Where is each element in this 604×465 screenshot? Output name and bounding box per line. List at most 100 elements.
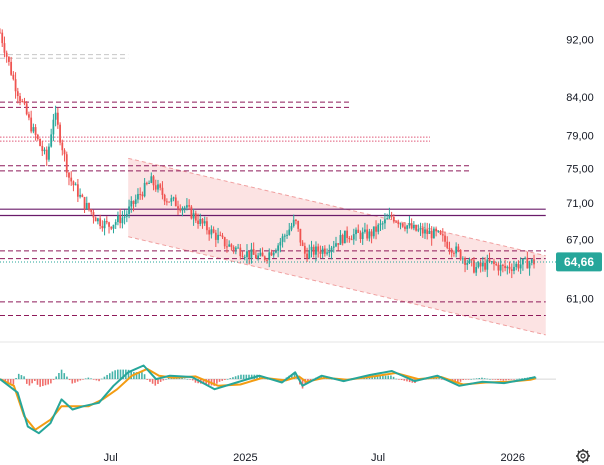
candle-body xyxy=(130,200,133,207)
candle-body xyxy=(241,256,244,258)
candle-body xyxy=(76,184,79,197)
candle-body xyxy=(277,245,280,251)
histogram-bar xyxy=(234,376,237,380)
candle-body xyxy=(470,259,473,261)
candle-body xyxy=(239,247,242,257)
histogram-bar xyxy=(213,379,215,386)
candle-body xyxy=(161,187,164,196)
candle-body xyxy=(201,218,204,224)
histogram-bar xyxy=(36,379,39,385)
histogram-bar xyxy=(138,372,141,380)
histogram-bar xyxy=(502,379,505,381)
histogram-bar xyxy=(82,379,84,380)
price-tick-label: 84,00 xyxy=(566,92,594,104)
histogram-bar xyxy=(240,374,242,380)
candle-body xyxy=(132,200,135,204)
histogram-bar xyxy=(250,374,253,380)
histogram-bar xyxy=(392,376,395,380)
candle-body xyxy=(250,249,253,258)
candle-body xyxy=(103,220,106,229)
candle-body xyxy=(421,228,424,234)
candle-body xyxy=(270,252,273,256)
candle-body xyxy=(501,264,504,266)
candle-body xyxy=(217,234,219,240)
histogram-bar xyxy=(47,379,49,385)
candle-body xyxy=(328,252,331,254)
candle-body xyxy=(370,231,373,237)
candle-body xyxy=(490,261,493,263)
candle-body xyxy=(368,231,371,239)
histogram-bar xyxy=(162,379,165,381)
histogram-bar xyxy=(159,379,162,382)
histogram-bar xyxy=(534,377,537,380)
histogram-bar xyxy=(497,379,499,381)
candle-body xyxy=(39,138,41,146)
histogram-bar xyxy=(122,369,124,380)
histogram-bar xyxy=(390,375,392,380)
histogram-bar xyxy=(398,379,400,380)
candle-body xyxy=(375,226,377,232)
histogram-bar xyxy=(194,379,197,383)
price-tick-label: 79,00 xyxy=(566,131,594,143)
histogram-bar xyxy=(25,379,28,384)
candle-body xyxy=(94,217,97,222)
histogram-bar xyxy=(293,372,296,380)
candle-body xyxy=(192,213,195,219)
histogram-bar xyxy=(15,377,17,380)
candle-body xyxy=(208,230,211,235)
time-axis[interactable]: Jul 2025 Jul 2026 xyxy=(104,452,525,464)
gear-icon[interactable] xyxy=(576,449,590,463)
histogram-bar xyxy=(507,379,510,380)
histogram-bar xyxy=(406,379,408,382)
histogram-bar xyxy=(248,374,250,380)
candle-body xyxy=(404,226,406,229)
last-price-badge: 64,66 xyxy=(556,252,602,272)
candle-body xyxy=(499,264,502,271)
candle-body xyxy=(466,262,469,265)
candle-body xyxy=(90,209,93,213)
histogram-bar xyxy=(258,375,261,380)
candle-body xyxy=(308,250,311,259)
candle-body xyxy=(108,222,110,227)
channel-upper-line[interactable] xyxy=(128,157,546,257)
candle-body xyxy=(199,218,202,225)
candle-body xyxy=(261,252,264,257)
histogram-bar xyxy=(320,375,323,380)
price-axis[interactable]: 92,00 84,00 79,00 75,00 71,00 67,00 61,00 xyxy=(566,34,594,305)
histogram-bar xyxy=(68,379,71,381)
candle-body xyxy=(379,223,382,225)
histogram-bar xyxy=(103,376,106,380)
candle-body xyxy=(341,234,344,244)
candle-body xyxy=(493,261,495,264)
candle-body xyxy=(181,208,184,211)
histogram-bar xyxy=(191,379,194,381)
candle-body xyxy=(119,215,122,224)
histogram-bar xyxy=(486,378,489,380)
histogram-bar xyxy=(494,379,497,380)
candle-body xyxy=(372,226,375,237)
candle-body xyxy=(228,244,231,247)
histogram-bar xyxy=(92,379,95,380)
candle-body xyxy=(468,259,471,263)
candle-body xyxy=(495,263,498,265)
histogram-bar xyxy=(454,379,456,382)
candle-body xyxy=(384,219,386,224)
candle-body xyxy=(10,61,13,75)
candle-body xyxy=(197,220,199,225)
channel-lower-line[interactable] xyxy=(128,236,546,336)
candle-body xyxy=(517,263,520,269)
histogram-bar xyxy=(408,379,411,383)
candle-body xyxy=(330,247,333,253)
candle-body xyxy=(326,252,328,254)
candle-body xyxy=(159,184,162,188)
candle-body xyxy=(435,228,438,232)
candle-body xyxy=(473,260,475,273)
candle-body xyxy=(359,232,362,240)
candle-body xyxy=(54,112,57,120)
candle-body xyxy=(79,194,82,197)
histogram-bar xyxy=(518,378,521,380)
candle-body xyxy=(272,252,275,256)
candle-body xyxy=(450,249,453,253)
candle-body xyxy=(183,207,186,209)
